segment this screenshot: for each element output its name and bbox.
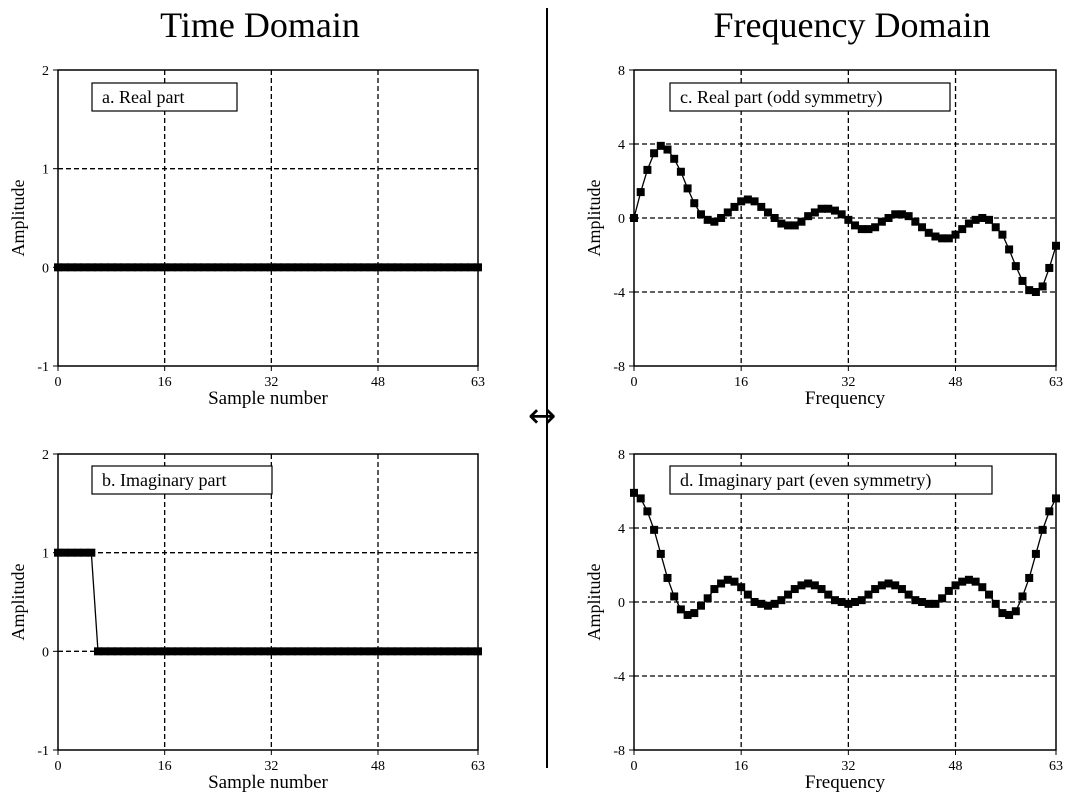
y-axis-label: Amplitude (8, 563, 28, 640)
data-point (998, 231, 1006, 239)
y-tick-label: 0 (42, 261, 49, 276)
panel-label: a. Real part (102, 87, 184, 107)
x-tick-label: 0 (631, 759, 638, 774)
data-point (663, 146, 671, 154)
x-tick-label: 63 (471, 375, 485, 390)
data-point (643, 507, 651, 515)
data-point (1032, 550, 1040, 558)
chart-b: 0 16 32 48 63-1012Sample numberAmplitudeb. I… (8, 448, 485, 793)
y-tick-label: -1 (37, 744, 49, 759)
data-point (650, 149, 658, 157)
data-point (1019, 277, 1027, 285)
panel-label: c. Real part (odd symmetry) (680, 87, 882, 108)
y-axis-label: Amplitude (8, 179, 28, 256)
x-tick-label: 16 (158, 375, 172, 390)
data-point (650, 526, 658, 534)
x-axis-label: Sample number (208, 388, 328, 409)
data-point (1025, 574, 1033, 582)
y-tick-label: 8 (618, 448, 625, 463)
y-tick-label: 0 (42, 645, 49, 660)
data-point (1039, 282, 1047, 290)
data-point (657, 550, 665, 558)
panel-label: b. Imaginary part (102, 470, 226, 490)
y-tick-label: 1 (42, 163, 49, 178)
data-point (630, 214, 638, 222)
x-tick-label: 0 (55, 759, 62, 774)
data-point (992, 223, 1000, 231)
data-point (637, 494, 645, 502)
data-point (663, 574, 671, 582)
y-tick-label: 2 (42, 448, 49, 463)
x-tick-label: 16 (158, 759, 172, 774)
data-point (684, 184, 692, 192)
y-tick-label: -4 (613, 670, 625, 685)
data-point (1005, 245, 1013, 253)
x-tick-label: 16 (734, 375, 748, 390)
data-point (87, 549, 95, 557)
data-point (992, 600, 1000, 608)
x-tick-label: 63 (1049, 375, 1063, 390)
x-tick-label: 48 (949, 375, 963, 390)
x-tick-label: 63 (471, 759, 485, 774)
panel-label: d. Imaginary part (even symmetry) (680, 470, 931, 491)
data-point (1052, 242, 1060, 250)
data-point (677, 168, 685, 176)
x-axis-label: Sample number (208, 772, 328, 793)
x-tick-label: 0 (55, 375, 62, 390)
data-point (670, 155, 678, 163)
data-point (978, 583, 986, 591)
plot-frame (58, 454, 478, 750)
data-point (1019, 592, 1027, 600)
y-tick-label: -1 (37, 360, 49, 375)
data-point (1045, 264, 1053, 272)
data-point (643, 166, 651, 174)
chart-a: 0 16 32 48 63 -1 0 1 2 Sample number Amplitude a. R… (8, 64, 485, 409)
data-point (474, 647, 482, 655)
y-tick-label: 1 (42, 547, 49, 562)
chart-c: 0 16 32 48 63-8-4048FrequencyAmplitudec. Rea… (584, 64, 1063, 409)
x-tick-label: 48 (371, 375, 385, 390)
y-tick-label: -8 (613, 360, 625, 375)
x-tick-label: 48 (949, 759, 963, 774)
y-tick-label: 2 (42, 64, 49, 79)
y-tick-label: 0 (618, 212, 625, 227)
data-point (704, 594, 712, 602)
x-tick-label: 63 (1049, 759, 1063, 774)
series-line (58, 553, 478, 652)
data-point (938, 594, 946, 602)
y-tick-label: 4 (618, 522, 625, 537)
data-point (985, 216, 993, 224)
data-point (690, 199, 698, 207)
data-point (985, 591, 993, 599)
data-point (1052, 494, 1060, 502)
y-tick-label: 0 (618, 596, 625, 611)
data-point (1012, 262, 1020, 270)
x-axis-label: Frequency (805, 388, 886, 409)
data-point (690, 609, 698, 617)
data-point (1012, 607, 1020, 615)
plot-frame (58, 70, 478, 366)
data-point (474, 263, 482, 271)
data-point (697, 602, 705, 610)
y-tick-label: -8 (613, 744, 625, 759)
y-tick-label: -4 (613, 286, 625, 301)
x-tick-label: 48 (371, 759, 385, 774)
data-point (670, 592, 678, 600)
data-point (744, 591, 752, 599)
data-point (1045, 507, 1053, 515)
y-axis-label: Amplitude (584, 563, 604, 640)
x-tick-label: 0 (631, 375, 638, 390)
data-point (737, 583, 745, 591)
y-axis-label: Amplitude (584, 179, 604, 256)
x-axis-label: Frequency (805, 772, 886, 793)
y-tick-label: 8 (618, 64, 625, 79)
data-point (637, 188, 645, 196)
data-point (1039, 526, 1047, 534)
y-tick-label: 4 (618, 138, 625, 153)
x-tick-label: 16 (734, 759, 748, 774)
